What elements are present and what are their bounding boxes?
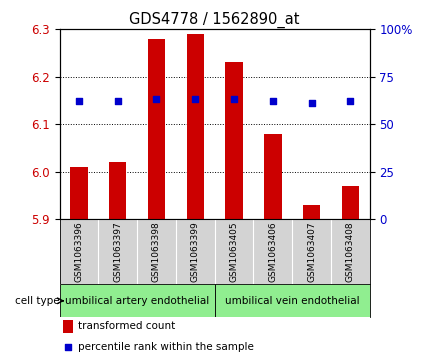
Text: GSM1063407: GSM1063407 xyxy=(307,221,316,282)
Bar xyxy=(264,134,281,219)
Point xyxy=(153,97,160,102)
Point xyxy=(65,344,71,350)
Bar xyxy=(60,285,215,317)
Text: GSM1063399: GSM1063399 xyxy=(191,221,200,282)
Text: GSM1063405: GSM1063405 xyxy=(230,221,238,282)
Bar xyxy=(70,167,88,219)
Bar xyxy=(303,205,320,219)
Text: umbilical artery endothelial: umbilical artery endothelial xyxy=(65,296,209,306)
Text: GSM1063398: GSM1063398 xyxy=(152,221,161,282)
Text: GSM1063396: GSM1063396 xyxy=(74,221,83,282)
Point xyxy=(231,97,238,102)
Text: GSM1063408: GSM1063408 xyxy=(346,221,355,282)
Bar xyxy=(187,34,204,219)
Bar xyxy=(62,320,74,333)
Point xyxy=(192,97,198,102)
Point xyxy=(269,98,276,104)
Point xyxy=(308,100,315,106)
Bar xyxy=(215,285,370,317)
Text: transformed count: transformed count xyxy=(78,321,176,331)
Text: GSM1063397: GSM1063397 xyxy=(113,221,122,282)
Point xyxy=(347,98,354,104)
Bar xyxy=(225,62,243,219)
Bar xyxy=(148,38,165,219)
Title: GDS4778 / 1562890_at: GDS4778 / 1562890_at xyxy=(129,12,300,28)
Text: umbilical vein endothelial: umbilical vein endothelial xyxy=(225,296,360,306)
Bar xyxy=(342,186,359,219)
Text: percentile rank within the sample: percentile rank within the sample xyxy=(78,342,254,352)
Point xyxy=(76,98,82,104)
Point xyxy=(114,98,121,104)
Text: cell type: cell type xyxy=(15,296,60,306)
Text: GSM1063406: GSM1063406 xyxy=(268,221,277,282)
Bar xyxy=(109,162,126,219)
